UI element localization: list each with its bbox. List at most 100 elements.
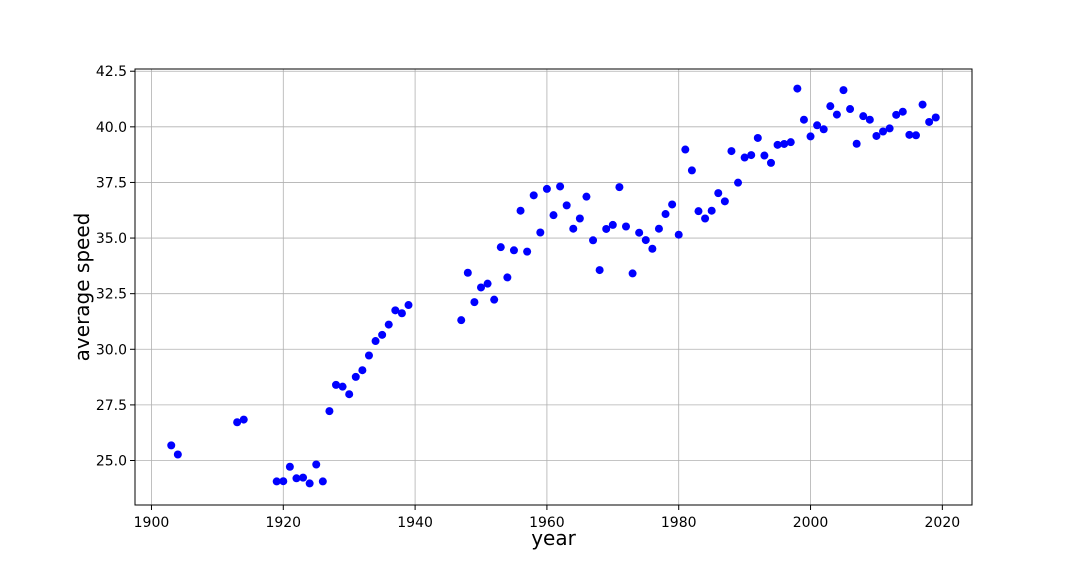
data-point — [654, 224, 663, 233]
data-point — [595, 266, 604, 275]
data-point — [641, 236, 650, 245]
y-tick-label: 27.5 — [96, 398, 127, 414]
data-point — [826, 102, 835, 111]
data-point — [542, 184, 551, 193]
data-point — [397, 309, 406, 318]
data-point — [773, 140, 782, 149]
data-point — [832, 110, 841, 119]
data-point — [509, 246, 518, 255]
data-point — [608, 220, 617, 229]
data-point — [523, 247, 532, 256]
x-tick-label: 1940 — [397, 515, 433, 531]
data-point — [272, 477, 281, 486]
y-tick-label: 30.0 — [96, 342, 127, 358]
data-point — [628, 269, 637, 278]
data-point — [582, 192, 591, 201]
data-point — [925, 117, 934, 126]
data-point — [305, 479, 314, 488]
data-point — [483, 279, 492, 288]
data-point — [292, 474, 301, 483]
data-point — [760, 151, 769, 160]
data-point — [707, 206, 716, 215]
data-point — [879, 127, 888, 136]
data-point — [167, 441, 176, 450]
data-point — [233, 418, 242, 427]
data-point — [575, 214, 584, 223]
data-point — [470, 298, 479, 307]
data-point — [358, 366, 367, 375]
x-axis-label: year — [531, 526, 576, 550]
data-point — [793, 84, 802, 93]
data-point — [872, 131, 881, 140]
data-point — [720, 197, 729, 206]
data-point — [839, 86, 848, 95]
y-tick-label: 35.0 — [96, 231, 127, 247]
data-point — [766, 158, 775, 167]
data-point — [549, 211, 558, 220]
data-point — [813, 121, 822, 130]
data-point — [885, 124, 894, 133]
data-point — [516, 206, 525, 215]
y-axis-label: average speed — [70, 213, 94, 362]
data-point — [556, 182, 565, 191]
data-point — [285, 462, 294, 471]
data-point — [714, 189, 723, 198]
data-point — [621, 222, 630, 231]
data-point — [378, 330, 387, 339]
data-point — [615, 183, 624, 192]
data-point — [404, 301, 413, 310]
data-point — [503, 273, 512, 282]
y-tick-label: 25.0 — [96, 454, 127, 470]
data-point — [602, 224, 611, 233]
data-point — [318, 477, 327, 486]
data-point — [345, 390, 354, 399]
y-tick-label: 40.0 — [96, 120, 127, 136]
data-point — [701, 214, 710, 223]
data-point — [332, 380, 341, 389]
data-point — [747, 151, 756, 160]
data-point — [668, 200, 677, 209]
y-tick-label: 37.5 — [96, 175, 127, 191]
data-point — [529, 191, 538, 200]
data-point — [687, 166, 696, 175]
data-point — [562, 201, 571, 210]
data-point — [806, 132, 815, 141]
data-point — [536, 228, 545, 237]
data-point — [635, 228, 644, 237]
data-point — [780, 139, 789, 148]
data-point — [239, 415, 248, 424]
data-point — [299, 473, 308, 482]
y-tick-label: 32.5 — [96, 287, 127, 303]
x-tick-label: 2000 — [793, 515, 829, 531]
data-point — [753, 133, 762, 142]
data-point — [727, 147, 736, 156]
data-point — [674, 230, 683, 239]
data-point — [312, 460, 321, 469]
data-point — [589, 236, 598, 245]
data-points — [167, 84, 940, 488]
data-point — [463, 268, 472, 277]
plot-frame — [134, 68, 973, 506]
data-point — [740, 153, 749, 162]
grid-lines — [135, 69, 972, 505]
data-point — [786, 138, 795, 147]
data-point — [846, 105, 855, 114]
data-point — [905, 130, 914, 139]
data-point — [681, 145, 690, 154]
data-point — [364, 351, 373, 360]
data-point — [852, 139, 861, 148]
axis-ticks: 1900 1920 1940 1960 1980 2000 2020 25.0 27.5 30.0… — [96, 64, 960, 531]
data-point — [694, 207, 703, 216]
data-point — [892, 110, 901, 119]
x-tick-label: 1960 — [529, 515, 565, 531]
data-point — [918, 100, 927, 109]
data-point — [931, 113, 940, 122]
data-point — [859, 112, 868, 121]
data-point — [338, 382, 347, 391]
data-point — [569, 224, 578, 233]
data-point — [391, 306, 400, 315]
x-tick-label: 2020 — [925, 515, 961, 531]
data-point — [898, 107, 907, 116]
data-point — [457, 316, 466, 325]
